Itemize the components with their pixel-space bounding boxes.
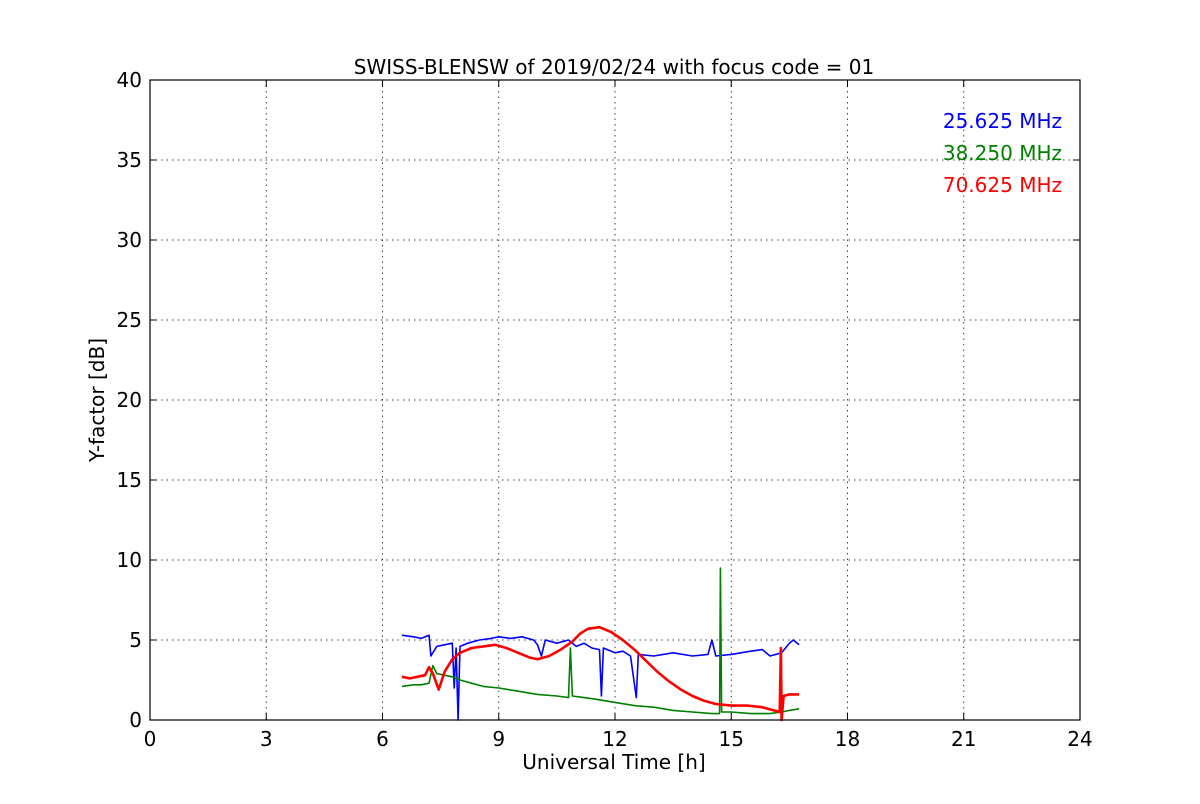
y-tick-label: 35 (117, 148, 142, 172)
legend-entry-2: 38.250 MHz (943, 141, 1062, 165)
y-tick-label: 15 (117, 468, 142, 492)
x-tick-label: 15 (719, 727, 744, 751)
x-tick-label: 0 (144, 727, 157, 751)
y-tick-label: 0 (129, 708, 142, 732)
y-axis-label: Y-factor [dB] (85, 338, 109, 463)
chart-title: SWISS-BLENSW of 2019/02/24 with focus co… (354, 55, 875, 79)
y-tick-label: 25 (117, 308, 142, 332)
series-line-2 (401, 567, 800, 715)
x-tick-label: 18 (835, 727, 860, 751)
y-tick-label: 20 (117, 388, 142, 412)
y-tick-label: 10 (117, 548, 142, 572)
y-tick-label: 30 (117, 228, 142, 252)
legend-entry-1: 25.625 MHz (943, 109, 1062, 133)
x-tick-label: 12 (602, 727, 627, 751)
x-axis-label: Universal Time [h] (522, 750, 705, 774)
y-tick-label: 5 (129, 628, 142, 652)
x-tick-label: 24 (1067, 727, 1092, 751)
series-line-1 (401, 634, 800, 721)
legend: 25.625 MHz 38.250 MHz 70.625 MHz (943, 109, 1062, 197)
series-line-3 (401, 625, 800, 722)
x-tick-label: 21 (951, 727, 976, 751)
x-tick-label: 3 (260, 727, 273, 751)
x-tick-label: 9 (492, 727, 505, 751)
legend-entry-3: 70.625 MHz (943, 173, 1062, 197)
x-tick-label: 6 (376, 727, 389, 751)
y-tick-label: 40 (117, 68, 142, 92)
